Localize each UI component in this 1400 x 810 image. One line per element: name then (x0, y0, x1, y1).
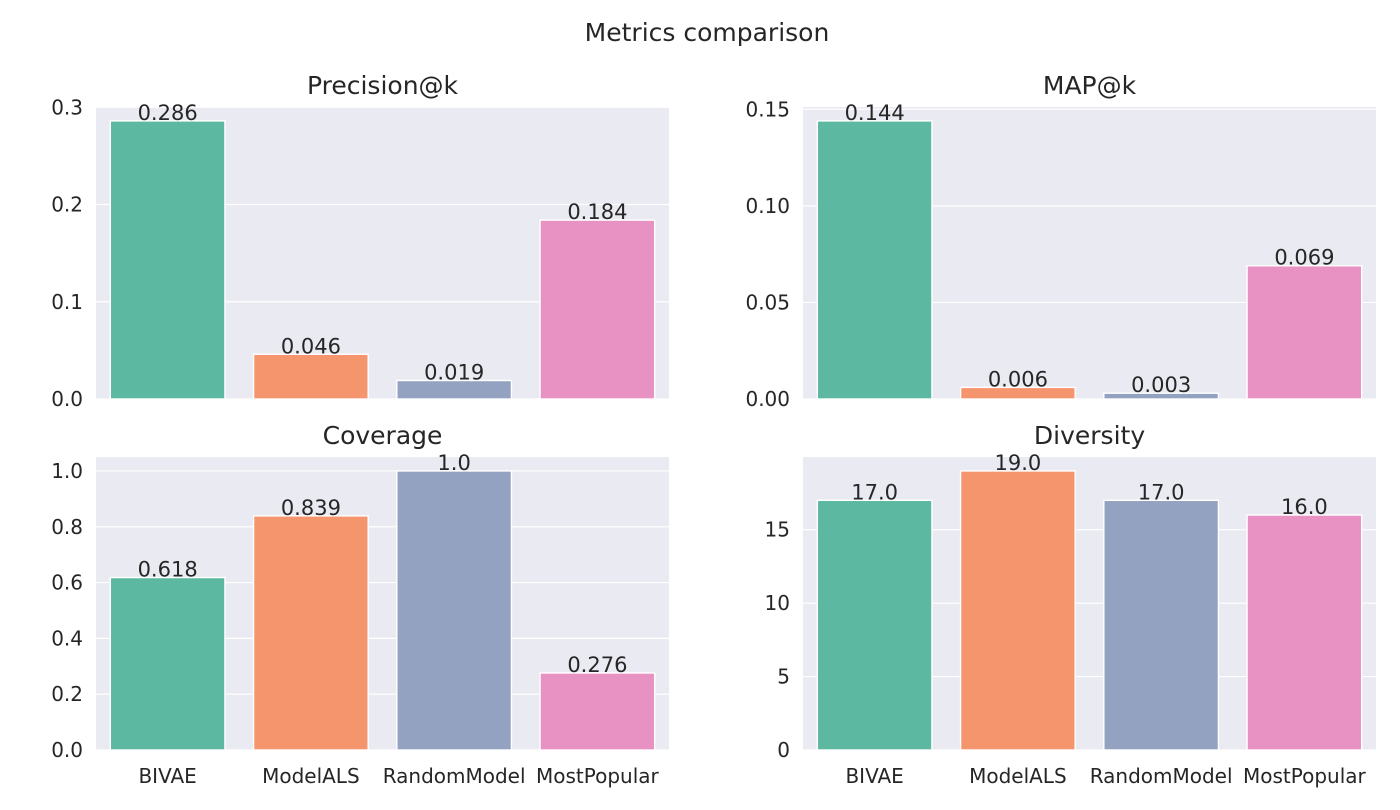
precision-data-label-mostpopular: 0.184 (567, 200, 627, 224)
diversity-y-tick-label: 0 (777, 738, 790, 762)
coverage-panel: 0.00.20.40.60.81.0Coverage0.618BIVAE0.83… (51, 421, 669, 788)
map-bar-modelals (959, 386, 1076, 400)
map-panel: 0.00 0.05 0.10 0.15 MAP@k 0.144 0.006 0.003 0.06… (745, 71, 1376, 411)
map-title: MAP@k (1043, 71, 1137, 100)
map-data-label-randommodel: 0.003 (1131, 373, 1191, 397)
map-y-tick-label: 0.15 (745, 97, 790, 121)
precision-data-label-bivae: 0.286 (138, 101, 198, 125)
precision-y-tick-label: 0.1 (51, 290, 83, 314)
coverage-data-label-modelals: 0.839 (281, 496, 341, 520)
precision-bar-modelals (252, 353, 369, 400)
precision-bar-mostpopular (539, 219, 656, 400)
map-data-label-bivae: 0.144 (845, 101, 905, 125)
coverage-data-label-randommodel: 1.0 (437, 451, 470, 475)
precision-y-tick-label: 0.0 (51, 387, 83, 411)
map-y-tick-label: 0.10 (745, 194, 790, 218)
diversity-bar-randommodel (1103, 499, 1220, 751)
coverage-bar-bivae (109, 576, 226, 751)
coverage-y-tick-label: 1.0 (51, 459, 83, 483)
diversity-x-tick-label: BIVAE (845, 764, 903, 788)
coverage-x-tick-label: RandomModel (383, 764, 526, 788)
diversity-x-tick-label: MostPopular (1243, 764, 1367, 788)
coverage-bar-modelals (252, 515, 369, 751)
map-data-label-modelals: 0.006 (988, 367, 1048, 391)
coverage-y-tick-label: 0.2 (51, 682, 83, 706)
diversity-data-label-mostpopular: 16.0 (1281, 495, 1328, 519)
diversity-x-tick-label: RandomModel (1090, 764, 1233, 788)
coverage-y-tick-label: 0.6 (51, 571, 83, 595)
precision-y-tick-label: 0.2 (51, 193, 83, 217)
panels: 0.0 0.1 0.2 0.3 Precision@k 0.286 0.046 0.019 0.… (51, 71, 1376, 788)
diversity-panel: 0 5 10 15 Diversity 17.0 BIVAE 19.0 ModelALS 17.0… (765, 421, 1376, 788)
precision-panel: 0.0 0.1 0.2 0.3 Precision@k 0.286 0.046 0.019 0.… (51, 71, 669, 411)
map-bar-randommodel (1103, 392, 1220, 400)
precision-data-label-modelals: 0.046 (281, 334, 341, 358)
coverage-y-tick-label: 0.8 (51, 515, 83, 539)
coverage-x-tick-label: MostPopular (536, 764, 660, 788)
diversity-y-tick-label: 15 (765, 518, 790, 542)
diversity-title: Diversity (1034, 421, 1145, 450)
coverage-x-tick-label: BIVAE (138, 764, 196, 788)
figure-title: Metrics comparison (585, 18, 830, 47)
precision-title: Precision@k (307, 71, 459, 100)
diversity-y-tick-label: 10 (765, 591, 790, 615)
diversity-bar-mostpopular (1246, 514, 1363, 751)
map-bar-mostpopular (1246, 265, 1363, 400)
precision-bar-bivae (109, 120, 226, 400)
coverage-y-tick-label: 0.0 (51, 738, 83, 762)
diversity-data-label-bivae: 17.0 (851, 480, 898, 504)
diversity-data-label-modelals: 19.0 (994, 451, 1041, 475)
diversity-y-tick-label: 5 (777, 665, 790, 689)
coverage-x-tick-label: ModelALS (262, 764, 360, 788)
coverage-bar-randommodel (396, 470, 513, 751)
coverage-y-tick-label: 0.4 (51, 626, 83, 650)
diversity-bar-bivae (816, 499, 933, 751)
coverage-data-label-bivae: 0.618 (138, 558, 198, 582)
precision-bar-randommodel (396, 379, 513, 400)
map-y-tick-label: 0.00 (745, 387, 790, 411)
coverage-bar-mostpopular (539, 672, 656, 751)
precision-data-label-randommodel: 0.019 (424, 361, 484, 385)
map-bar-bivae (816, 120, 933, 400)
map-data-label-mostpopular: 0.069 (1274, 246, 1334, 270)
diversity-data-label-randommodel: 17.0 (1138, 480, 1185, 504)
coverage-title: Coverage (323, 421, 443, 450)
coverage-data-label-mostpopular: 0.276 (567, 653, 627, 677)
map-y-tick-label: 0.05 (745, 290, 790, 314)
diversity-x-tick-label: ModelALS (969, 764, 1067, 788)
diversity-bar-modelals (959, 470, 1076, 751)
precision-y-tick-label: 0.3 (51, 95, 83, 119)
